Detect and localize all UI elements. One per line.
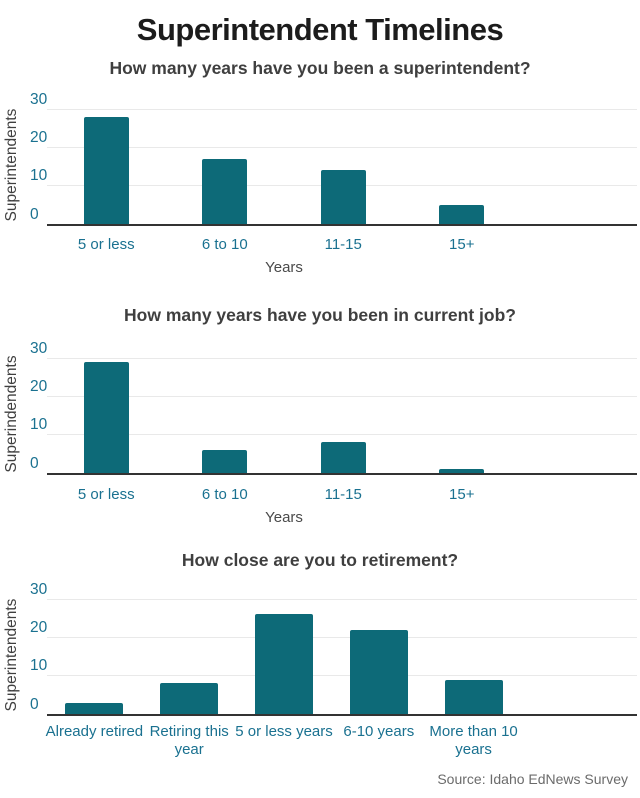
bar <box>202 450 248 473</box>
bar <box>83 361 129 473</box>
y-axis-label: Superintendents <box>3 108 20 222</box>
y-tick-label: 20 <box>30 377 48 395</box>
gridline <box>47 636 637 638</box>
gridline <box>47 598 637 600</box>
bar <box>83 116 129 224</box>
x-tick-label: 5 or less <box>77 486 135 503</box>
bar <box>202 158 248 224</box>
x-axis-line <box>47 223 637 226</box>
y-tick-label: 30 <box>30 90 48 108</box>
y-tick-label: 10 <box>30 657 48 675</box>
bar <box>255 614 313 714</box>
y-tick-label: 10 <box>30 416 48 434</box>
y-tick-label: 10 <box>30 167 48 185</box>
bar <box>320 170 366 224</box>
chart-title: How many years have you been a superinte… <box>109 58 531 78</box>
y-tick-label: 0 <box>30 205 39 223</box>
y-tick-label: 20 <box>30 128 48 146</box>
plot-area: 0 10 20 30 <box>0 581 640 716</box>
bar <box>444 679 503 714</box>
x-tick-label: 6 to 10 <box>201 486 248 503</box>
x-tick-label: 11-15 <box>324 236 362 253</box>
y-tick-label: 30 <box>30 580 48 598</box>
x-axis-line <box>47 472 637 475</box>
x-tick-label: 15+ <box>449 486 475 503</box>
x-axis-title: Years <box>265 259 303 276</box>
bar <box>349 629 408 714</box>
y-tick-label: 0 <box>30 695 39 713</box>
x-tick-label: Retiring this year <box>149 723 229 758</box>
gridline <box>47 108 637 110</box>
x-tick-label: Already retired <box>45 723 144 740</box>
source-note: Source: Idaho EdNews Survey <box>437 771 628 787</box>
x-tick-label: 11-15 <box>324 486 362 503</box>
chart-title: How many years have you been in current … <box>124 305 516 325</box>
gridline <box>47 434 637 436</box>
x-axis-title: Years <box>265 509 303 526</box>
bar <box>439 204 485 224</box>
bar <box>65 702 124 714</box>
bar <box>160 683 219 714</box>
x-tick-label: 5 or less <box>77 236 135 253</box>
y-axis-label: Superintendents <box>3 598 20 712</box>
y-tick-label: 0 <box>30 454 39 472</box>
y-axis-label: Superindendents <box>3 355 20 473</box>
gridline <box>47 357 637 359</box>
x-tick-label: 6-10 years <box>343 723 415 740</box>
bar <box>439 469 485 473</box>
gridline <box>47 395 637 397</box>
x-axis-line <box>47 713 637 716</box>
y-tick-label: 20 <box>30 618 48 636</box>
x-tick-label: 6 to 10 <box>201 236 248 253</box>
x-tick-label: More than 10 years <box>429 723 518 758</box>
x-tick-label: 15+ <box>449 236 475 253</box>
chart-title: How close are you to retirement? <box>181 550 459 570</box>
x-tick-label: 5 or less years <box>235 723 333 740</box>
bar <box>320 442 366 473</box>
y-tick-label: 30 <box>30 339 48 357</box>
page-title: Superintendent Timelines <box>136 12 504 47</box>
gridline <box>47 146 637 148</box>
plot-area: 0 10 20 30 <box>0 91 640 226</box>
gridline <box>47 675 637 677</box>
plot-area: 0 10 20 30 <box>0 340 640 475</box>
